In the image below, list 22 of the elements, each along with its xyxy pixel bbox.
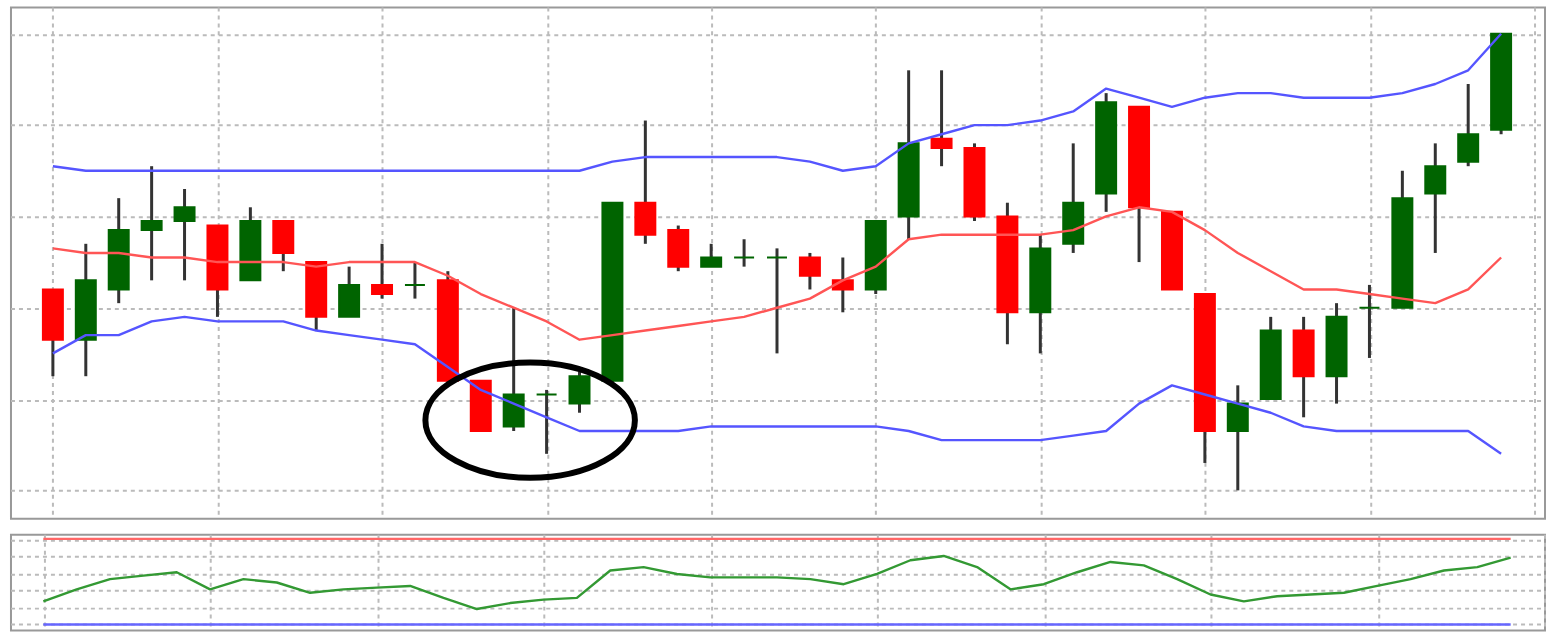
candlestick — [1358, 283, 1381, 360]
candlestick — [403, 260, 426, 301]
candlestick — [173, 187, 196, 282]
candlestick — [1424, 141, 1447, 255]
candlestick — [371, 242, 394, 301]
candlestick — [733, 237, 756, 269]
candlestick — [1292, 315, 1315, 419]
candlestick — [338, 265, 361, 319]
candlestick — [272, 219, 295, 273]
candlestick — [930, 68, 953, 168]
candlestick — [667, 224, 690, 273]
candlestick — [535, 388, 558, 456]
candlestick — [1062, 141, 1085, 255]
candlestick — [140, 164, 163, 282]
candlestick — [766, 246, 788, 355]
candlestick — [798, 251, 821, 291]
candlestick — [502, 306, 525, 433]
candlestick — [700, 242, 723, 269]
candlestick — [634, 119, 657, 246]
candlestick — [1457, 82, 1480, 168]
candlestick — [568, 370, 591, 415]
candlestick — [1226, 383, 1249, 492]
